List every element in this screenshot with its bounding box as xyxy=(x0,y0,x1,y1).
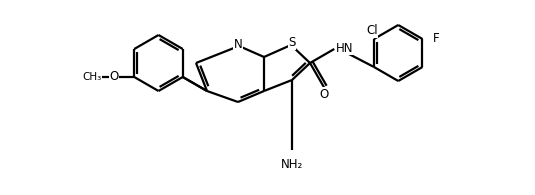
Text: N: N xyxy=(234,38,242,51)
Text: O: O xyxy=(319,88,328,101)
Text: F: F xyxy=(432,33,439,45)
Text: CH₃: CH₃ xyxy=(82,72,102,82)
Text: O: O xyxy=(110,71,119,83)
Text: S: S xyxy=(288,36,296,50)
Text: Cl: Cl xyxy=(366,25,378,37)
Text: HN: HN xyxy=(337,42,354,54)
Text: NH₂: NH₂ xyxy=(281,159,303,171)
